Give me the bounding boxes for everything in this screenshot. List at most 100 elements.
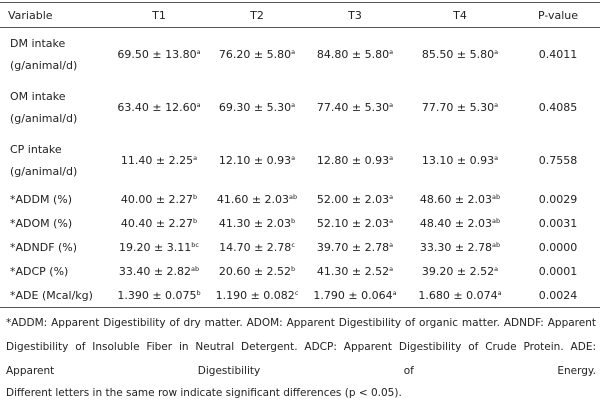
mean-sd-value: 77.70 ± 5.30 — [421, 101, 495, 114]
value-cell: 20.60 ± 2.52b — [208, 259, 306, 283]
mean-sd-value: 13.10 ± 0.93 — [421, 154, 495, 167]
significance-letter: a — [389, 264, 394, 273]
value-cell: 1.190 ± 0.082c — [208, 283, 306, 308]
significance-letter: b — [291, 216, 296, 225]
mean-sd-value: 39.70 ± 2.78 — [316, 240, 390, 254]
row-label: *ADCP (%) — [0, 259, 110, 283]
row-label-line: *ADE (Mcal/kg) — [10, 288, 93, 302]
significance-letter: ab — [492, 216, 501, 225]
significance-letter: a — [291, 154, 296, 162]
row-label-line: OM intake — [10, 89, 66, 103]
value-cell: 1.390 ± 0.075b — [110, 283, 208, 308]
value-cell: 41.60 ± 2.03ab — [208, 187, 306, 211]
p-value-cell: 0.0031 — [538, 216, 578, 230]
value-cell: 33.40 ± 2.82ab — [110, 259, 208, 283]
mean-sd-value: 1.390 ± 0.075 — [117, 288, 197, 302]
mean-sd-value: 1.680 ± 0.074 — [418, 288, 498, 302]
row-label-line: CP intake — [10, 142, 62, 156]
value-cell: 12.80 ± 0.93a — [306, 134, 404, 187]
significance-letter: a — [389, 101, 394, 109]
value-cell: 1.790 ± 0.064a — [306, 283, 404, 308]
mean-sd-value: 20.60 ± 2.52 — [218, 264, 292, 278]
abbreviation-footnote: *ADDM: Apparent Digestibility of dry mat… — [6, 311, 596, 383]
mean-sd-value: 41.30 ± 2.52 — [316, 264, 390, 278]
significance-letter: b — [196, 288, 201, 297]
table-row: *ADNDF (%) 19.20 ± 3.11bc 14.70 ± 2.78c 39.… — [0, 235, 600, 259]
mean-sd-value: 33.40 ± 2.82 — [118, 264, 192, 278]
table-row: *ADOM (%) 40.40 ± 2.27b 41.30 ± 2.03b 52.10… — [0, 211, 600, 235]
mean-sd-value: 12.10 ± 0.93 — [218, 154, 292, 167]
row-label-line: (g/animal/d) — [10, 58, 78, 72]
significance-letter: a — [193, 154, 198, 162]
significance-letter: ab — [191, 264, 200, 273]
header-p-value: P-value — [516, 2, 600, 28]
value-cell: 48.60 ± 2.03ab — [404, 187, 516, 211]
value-cell: 14.70 ± 2.78c — [208, 235, 306, 259]
table-row: *ADCP (%) 33.40 ± 2.82ab 20.60 ± 2.52b 41.3… — [0, 259, 600, 283]
mean-sd-value: 40.00 ± 2.27 — [120, 192, 194, 206]
significance-letter: a — [291, 101, 296, 109]
mean-sd-value: 48.60 ± 2.03 — [419, 192, 493, 206]
significance-letter: b — [291, 264, 296, 273]
value-cell: 13.10 ± 0.93a — [404, 134, 516, 187]
table-row: OM intake (g/animal/d) 63.40 ± 12.60a 69.30… — [0, 81, 600, 134]
mean-sd-value: 85.50 ± 5.80 — [421, 48, 495, 61]
header-t1: T1 — [110, 2, 208, 28]
row-label: *ADNDF (%) — [0, 235, 110, 259]
significance-letter: a — [494, 154, 499, 162]
mean-sd-value: 76.20 ± 5.80 — [218, 48, 292, 61]
mean-sd-value: 84.80 ± 5.80 — [316, 48, 390, 61]
significance-letter: b — [193, 216, 198, 225]
row-label-line: DM intake — [10, 36, 66, 50]
row-label: OM intake (g/animal/d) — [0, 81, 110, 134]
mean-sd-value: 63.40 ± 12.60 — [117, 101, 197, 114]
value-cell: 85.50 ± 5.80a — [404, 28, 516, 82]
significance-letter: a — [497, 288, 502, 297]
mean-sd-value: 52.10 ± 2.03 — [316, 216, 390, 230]
value-cell: 1.680 ± 0.074a — [404, 283, 516, 308]
value-cell: 77.40 ± 5.30a — [306, 81, 404, 134]
value-cell: 76.20 ± 5.80a — [208, 28, 306, 82]
row-label: *ADE (Mcal/kg) — [0, 283, 110, 308]
value-cell: 40.00 ± 2.27b — [110, 187, 208, 211]
mean-sd-value: 12.80 ± 0.93 — [316, 154, 390, 167]
row-label: *ADDM (%) — [0, 187, 110, 211]
mean-sd-value: 1.190 ± 0.082 — [215, 288, 295, 302]
value-cell: 48.40 ± 2.03ab — [404, 211, 516, 235]
significance-letter: c — [294, 288, 299, 297]
value-cell: 63.40 ± 12.60a — [110, 81, 208, 134]
mean-sd-value: 14.70 ± 2.78 — [219, 240, 292, 254]
value-cell: 39.70 ± 2.78a — [306, 235, 404, 259]
header-t3: T3 — [306, 2, 404, 28]
value-cell: 19.20 ± 3.11bc — [110, 235, 208, 259]
significance-letter: a — [494, 264, 499, 273]
mean-sd-value: 77.40 ± 5.30 — [316, 101, 390, 114]
significance-letter: ab — [492, 192, 501, 201]
mean-sd-value: 11.40 ± 2.25 — [120, 154, 194, 167]
header-variable: Variable — [0, 2, 110, 28]
row-label-line: *ADOM (%) — [10, 216, 73, 230]
significance-letter: a — [389, 192, 394, 201]
header-row: Variable T1 T2 T3 T4 P-value — [0, 2, 600, 28]
row-label-line: (g/animal/d) — [10, 111, 78, 125]
significance-letter: bc — [191, 240, 199, 249]
significance-letter: a — [494, 101, 499, 109]
row-label-line: *ADNDF (%) — [10, 240, 78, 254]
significance-letter: a — [389, 154, 394, 162]
p-value-cell: 0.7558 — [538, 154, 578, 167]
mean-sd-value: 33.30 ± 2.78 — [419, 240, 493, 254]
p-value-cell: 0.4011 — [538, 48, 578, 61]
value-cell: 84.80 ± 5.80a — [306, 28, 404, 82]
mean-sd-value: 48.40 ± 2.03 — [419, 216, 493, 230]
significance-note: Different letters in the same row indica… — [6, 387, 402, 399]
table-row: *ADDM (%) 40.00 ± 2.27b 41.60 ± 2.03ab 52.0… — [0, 187, 600, 211]
p-value-cell: 0.0001 — [538, 264, 578, 278]
significance-letter: a — [196, 101, 201, 109]
table-row: CP intake (g/animal/d) 11.40 ± 2.25a 12.10 … — [0, 134, 600, 187]
significance-letter: a — [494, 48, 499, 56]
p-value-cell: 0.4085 — [538, 101, 578, 114]
p-value-cell: 0.0024 — [516, 283, 600, 308]
row-label: *ADOM (%) — [0, 211, 110, 235]
significance-letter: a — [291, 48, 296, 56]
